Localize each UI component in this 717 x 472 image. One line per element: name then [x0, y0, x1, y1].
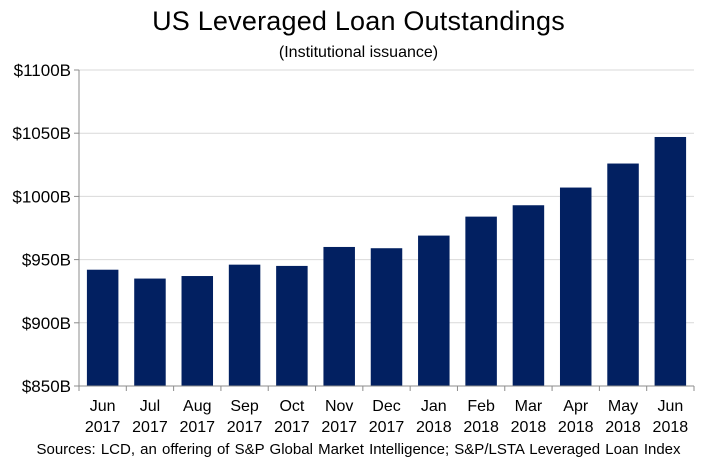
y-tick-label: $1000B — [12, 187, 71, 206]
x-tick-label: 2017 — [274, 419, 310, 436]
y-tick-label: $950B — [22, 251, 71, 270]
chart-subtitle: (Institutional issuance) — [278, 44, 439, 61]
x-tick-label: Jul — [140, 398, 160, 415]
x-tick-label: 2017 — [179, 419, 215, 436]
bar — [418, 235, 450, 386]
source-note: Sources: LCD, an offering of S&P Global … — [36, 441, 681, 458]
x-tick-label: Apr — [563, 398, 589, 415]
bar — [559, 187, 592, 386]
bar — [134, 278, 166, 386]
x-tick-label: 2017 — [369, 419, 405, 436]
x-tick-label: 2018 — [558, 419, 594, 436]
axes — [74, 69, 695, 391]
x-tick-label: Feb — [467, 398, 495, 415]
x-tick-label: Sep — [230, 398, 259, 415]
x-tick-label: 2018 — [463, 419, 499, 436]
x-tick-label: Mar — [515, 398, 543, 415]
bar — [276, 265, 308, 386]
x-tick-label: May — [608, 398, 638, 415]
x-tick-label: Dec — [372, 398, 400, 415]
x-tick-label: Jun — [90, 398, 116, 415]
bar — [181, 276, 214, 386]
bar — [607, 163, 639, 386]
y-tick-label: $850B — [22, 377, 71, 396]
x-tick-label: 2018 — [653, 419, 689, 436]
x-tick-label: Jun — [657, 398, 683, 415]
bar — [323, 246, 355, 386]
bar — [654, 136, 687, 386]
bar — [228, 264, 261, 386]
y-tick-label: $1100B — [14, 61, 71, 80]
x-tick-label: 2017 — [132, 419, 168, 436]
y-tick-label: $900B — [22, 314, 71, 333]
bar — [370, 248, 403, 386]
bar — [512, 205, 545, 386]
x-tick-label: Nov — [325, 398, 353, 415]
x-tick-label: Oct — [279, 398, 304, 415]
bar — [86, 269, 119, 386]
x-tick-label: Jan — [421, 398, 447, 415]
x-tick-label: 2017 — [321, 419, 357, 436]
bars — [86, 136, 687, 386]
x-tick-label: 2018 — [511, 419, 547, 436]
x-tick-label: 2018 — [605, 419, 641, 436]
x-tick-label: 2017 — [85, 419, 121, 436]
x-tick-label: Aug — [183, 398, 211, 415]
y-tick-label: $1050B — [12, 124, 71, 143]
bar — [465, 216, 497, 386]
chart-title: US Leveraged Loan Outstandings — [152, 6, 565, 36]
x-tick-label: 2018 — [416, 419, 452, 436]
tick-labels: $850B $900B $950B $1000B $1050B $1100B Jun 2017… — [12, 61, 688, 436]
x-tick-label: 2017 — [227, 419, 263, 436]
